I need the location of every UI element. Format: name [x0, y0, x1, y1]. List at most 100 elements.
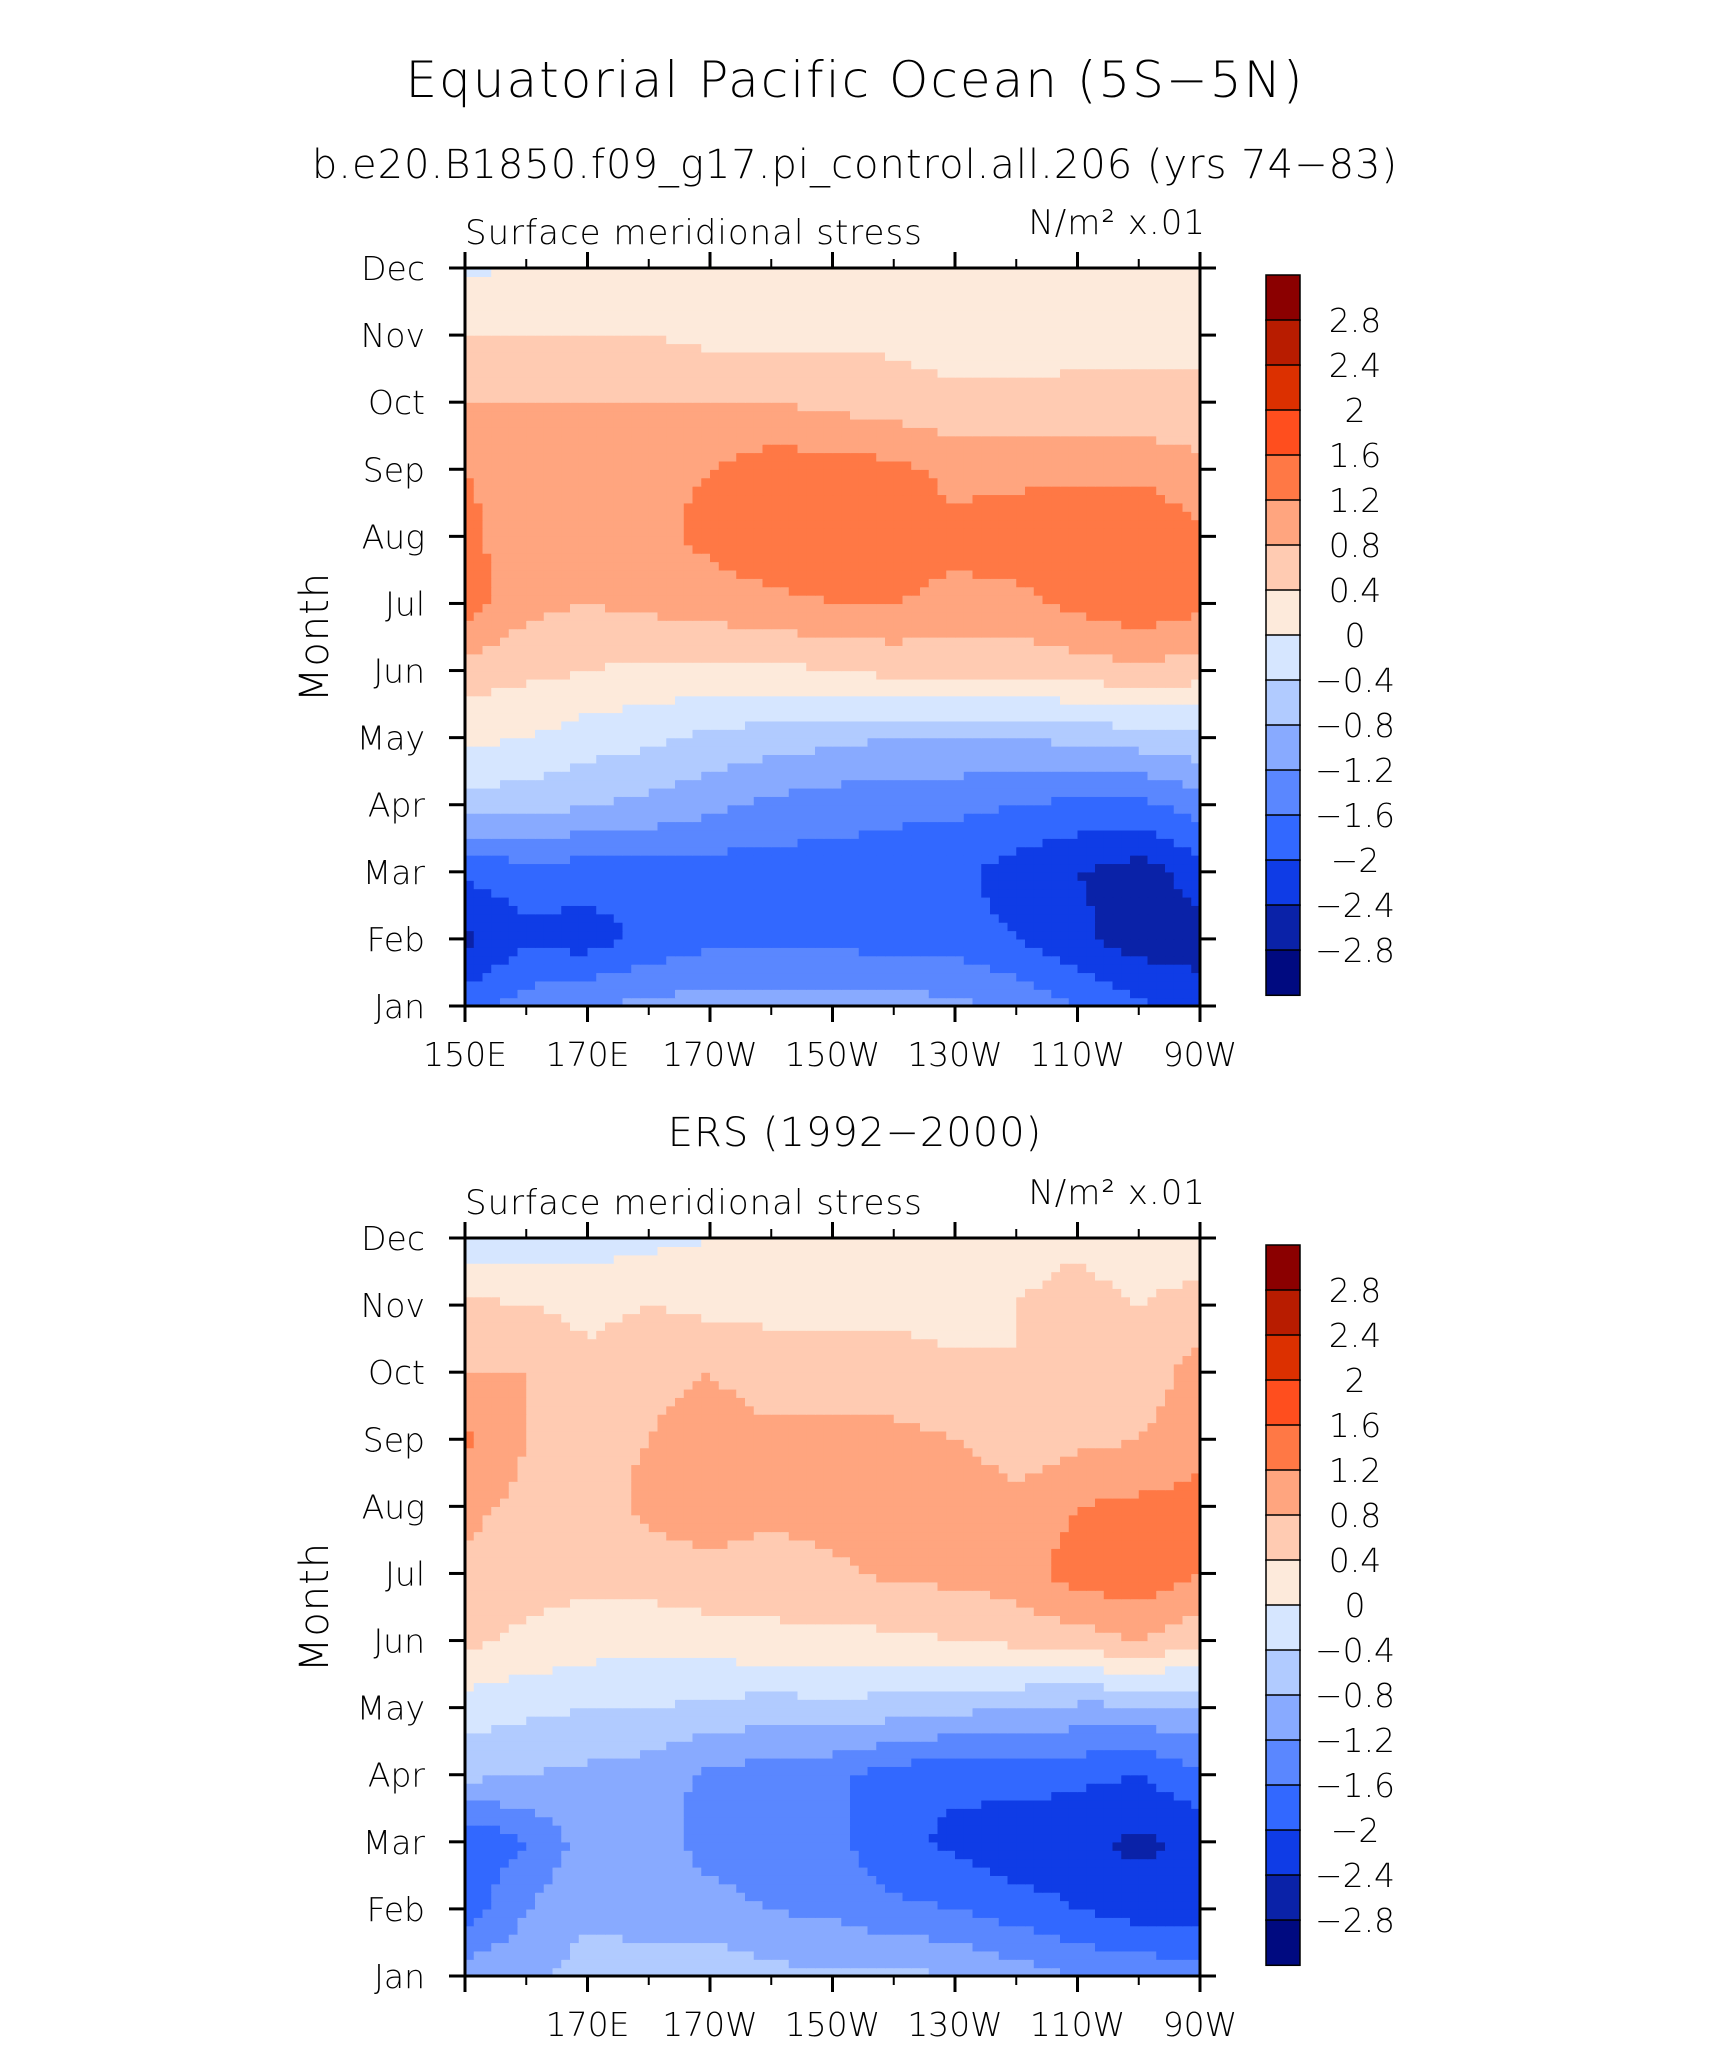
heatmap-cell	[578, 863, 589, 873]
heatmap-cell	[640, 980, 650, 990]
heatmap-cell	[491, 737, 501, 747]
heatmap-cell	[1182, 813, 1192, 823]
heatmap-cell	[535, 922, 545, 932]
heatmap-cell	[613, 653, 624, 663]
heatmap-cell	[692, 737, 702, 747]
heatmap-cell	[543, 796, 554, 806]
heatmap-cell	[552, 637, 562, 646]
heatmap-cell	[1060, 678, 1070, 688]
heatmap-cell	[1173, 905, 1184, 915]
heatmap-cell	[797, 569, 807, 579]
heatmap-cell	[920, 670, 930, 680]
heatmap-cell	[561, 611, 571, 621]
heatmap-cell	[876, 846, 886, 856]
heatmap-cell	[701, 980, 711, 990]
heatmap-cell	[500, 519, 510, 529]
heatmap-cell	[885, 662, 895, 672]
heatmap-cell	[928, 695, 939, 705]
heatmap-cell	[920, 821, 930, 831]
heatmap-cell	[745, 938, 755, 948]
heatmap-cell	[1147, 997, 1157, 1007]
heatmap-cell	[1130, 746, 1140, 756]
heatmap-cell	[937, 678, 947, 688]
heatmap-cell	[482, 980, 492, 990]
heatmap-cell	[648, 712, 659, 722]
heatmap-cell	[1051, 586, 1061, 596]
heatmap-cell	[1077, 544, 1087, 554]
heatmap-cell	[998, 779, 1009, 789]
heatmap-cell	[972, 855, 982, 865]
heatmap-cell	[526, 544, 536, 554]
heatmap-cell	[1007, 821, 1017, 831]
heatmap-cell	[1095, 829, 1105, 839]
heatmap-cell	[1033, 628, 1044, 638]
heatmap-cell	[885, 863, 895, 873]
heatmap-cell	[1086, 569, 1096, 579]
heatmap-cell	[465, 628, 475, 638]
heatmap-cell	[806, 511, 816, 521]
heatmap-cell	[893, 771, 904, 781]
heatmap-cell	[946, 829, 956, 839]
heatmap-cell	[1007, 871, 1017, 881]
heatmap-cell	[806, 779, 816, 789]
heatmap-cell	[622, 670, 632, 680]
heatmap-cell	[1007, 905, 1017, 915]
heatmap-cell	[780, 637, 790, 646]
heatmap-cell	[788, 595, 799, 605]
heatmap-cell	[928, 838, 939, 848]
heatmap-cell	[1173, 536, 1184, 546]
heatmap-cell	[911, 762, 921, 772]
heatmap-cell	[1112, 519, 1122, 529]
heatmap-cell	[955, 855, 965, 865]
heatmap-cell	[1182, 720, 1192, 730]
heatmap-cell	[675, 645, 685, 655]
heatmap-cell	[640, 762, 650, 772]
heatmap-cell	[526, 527, 536, 537]
heatmap-cell	[937, 804, 947, 814]
heatmap-cell	[570, 787, 580, 797]
heatmap-cell	[526, 502, 536, 512]
heatmap-cell	[543, 930, 554, 940]
heatmap-cell	[648, 603, 659, 613]
heatmap-cell	[806, 896, 816, 906]
heatmap-cell	[806, 846, 816, 856]
heatmap-cell	[1025, 527, 1035, 537]
heatmap-cell	[806, 863, 816, 873]
heatmap-cell	[893, 880, 904, 890]
heatmap-cell	[1147, 896, 1157, 906]
heatmap-cell	[1130, 913, 1140, 923]
heatmap-cell	[587, 695, 597, 705]
heatmap-cell	[648, 578, 659, 588]
heatmap-cell	[701, 519, 711, 529]
heatmap-cell	[832, 662, 842, 672]
heatmap-cell	[972, 955, 982, 965]
heatmap-cell	[517, 821, 527, 831]
heatmap-cell	[657, 678, 667, 688]
heatmap-cell	[613, 586, 624, 596]
heatmap-cell	[692, 846, 702, 856]
heatmap-cell	[1060, 955, 1070, 965]
heatmap-cell	[465, 687, 475, 697]
heatmap-cell	[1103, 779, 1114, 789]
heatmap-cell	[1165, 511, 1175, 521]
heatmap-cell	[780, 947, 790, 957]
heatmap-cell	[1173, 938, 1184, 948]
heatmap-cell	[762, 695, 772, 705]
heatmap-cell	[1016, 863, 1026, 873]
heatmap-cell	[815, 972, 825, 982]
heatmap-cell	[570, 645, 580, 655]
heatmap-cell	[710, 653, 720, 663]
heatmap-cell	[543, 695, 554, 705]
heatmap-cell	[1068, 804, 1079, 814]
heatmap-cell	[1130, 519, 1140, 529]
heatmap-cell	[622, 536, 632, 546]
heatmap-cell	[893, 536, 904, 546]
heatmap-cell	[753, 511, 764, 521]
heatmap-cell	[1182, 737, 1192, 747]
heatmap-cell	[666, 637, 676, 646]
heatmap-cell	[631, 796, 641, 806]
heatmap-cell	[657, 544, 667, 554]
heatmap-cell	[806, 796, 816, 806]
heatmap-cell	[876, 821, 886, 831]
heatmap-cell	[893, 595, 904, 605]
